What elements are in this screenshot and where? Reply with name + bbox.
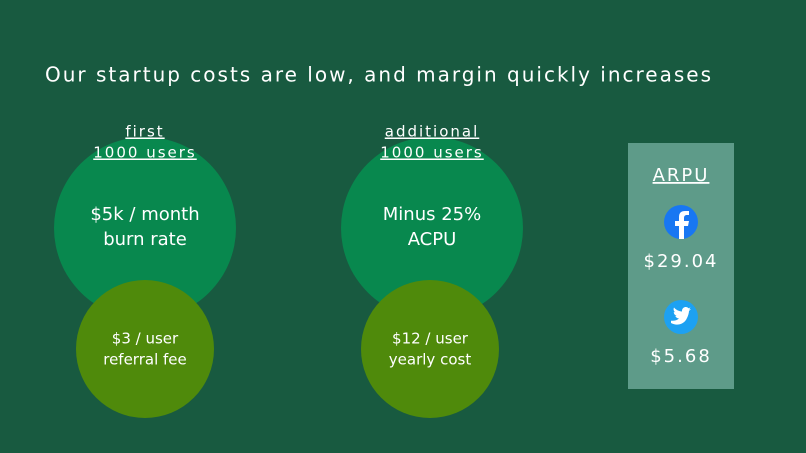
circle-text: yearly cost bbox=[389, 351, 472, 369]
column-heading: additional bbox=[385, 123, 480, 141]
circle-text: $12 / user bbox=[392, 330, 469, 348]
big-circle bbox=[341, 137, 523, 319]
arpu-label: ARPU bbox=[653, 165, 710, 186]
slide-title: Our startup costs are low, and margin qu… bbox=[45, 63, 713, 87]
arpu-value: $29.04 bbox=[644, 251, 719, 272]
facebook-icon bbox=[664, 205, 698, 239]
circle-text: $5k / month bbox=[90, 204, 199, 225]
arpu-panel bbox=[628, 143, 734, 389]
small-circle bbox=[361, 280, 499, 418]
circle-text: Minus 25% bbox=[383, 204, 481, 225]
circle-text: $3 / user bbox=[112, 330, 179, 348]
circle-text: referral fee bbox=[103, 351, 187, 369]
twitter-icon bbox=[664, 300, 698, 334]
small-circle bbox=[76, 280, 214, 418]
big-circle bbox=[54, 137, 236, 319]
column-heading: 1000 users bbox=[380, 144, 483, 162]
circle-text: burn rate bbox=[103, 229, 187, 250]
column-heading: 1000 users bbox=[93, 144, 196, 162]
circle-text: ACPU bbox=[408, 229, 457, 250]
arpu-value: $5.68 bbox=[650, 346, 712, 367]
column-heading: first bbox=[125, 123, 164, 141]
